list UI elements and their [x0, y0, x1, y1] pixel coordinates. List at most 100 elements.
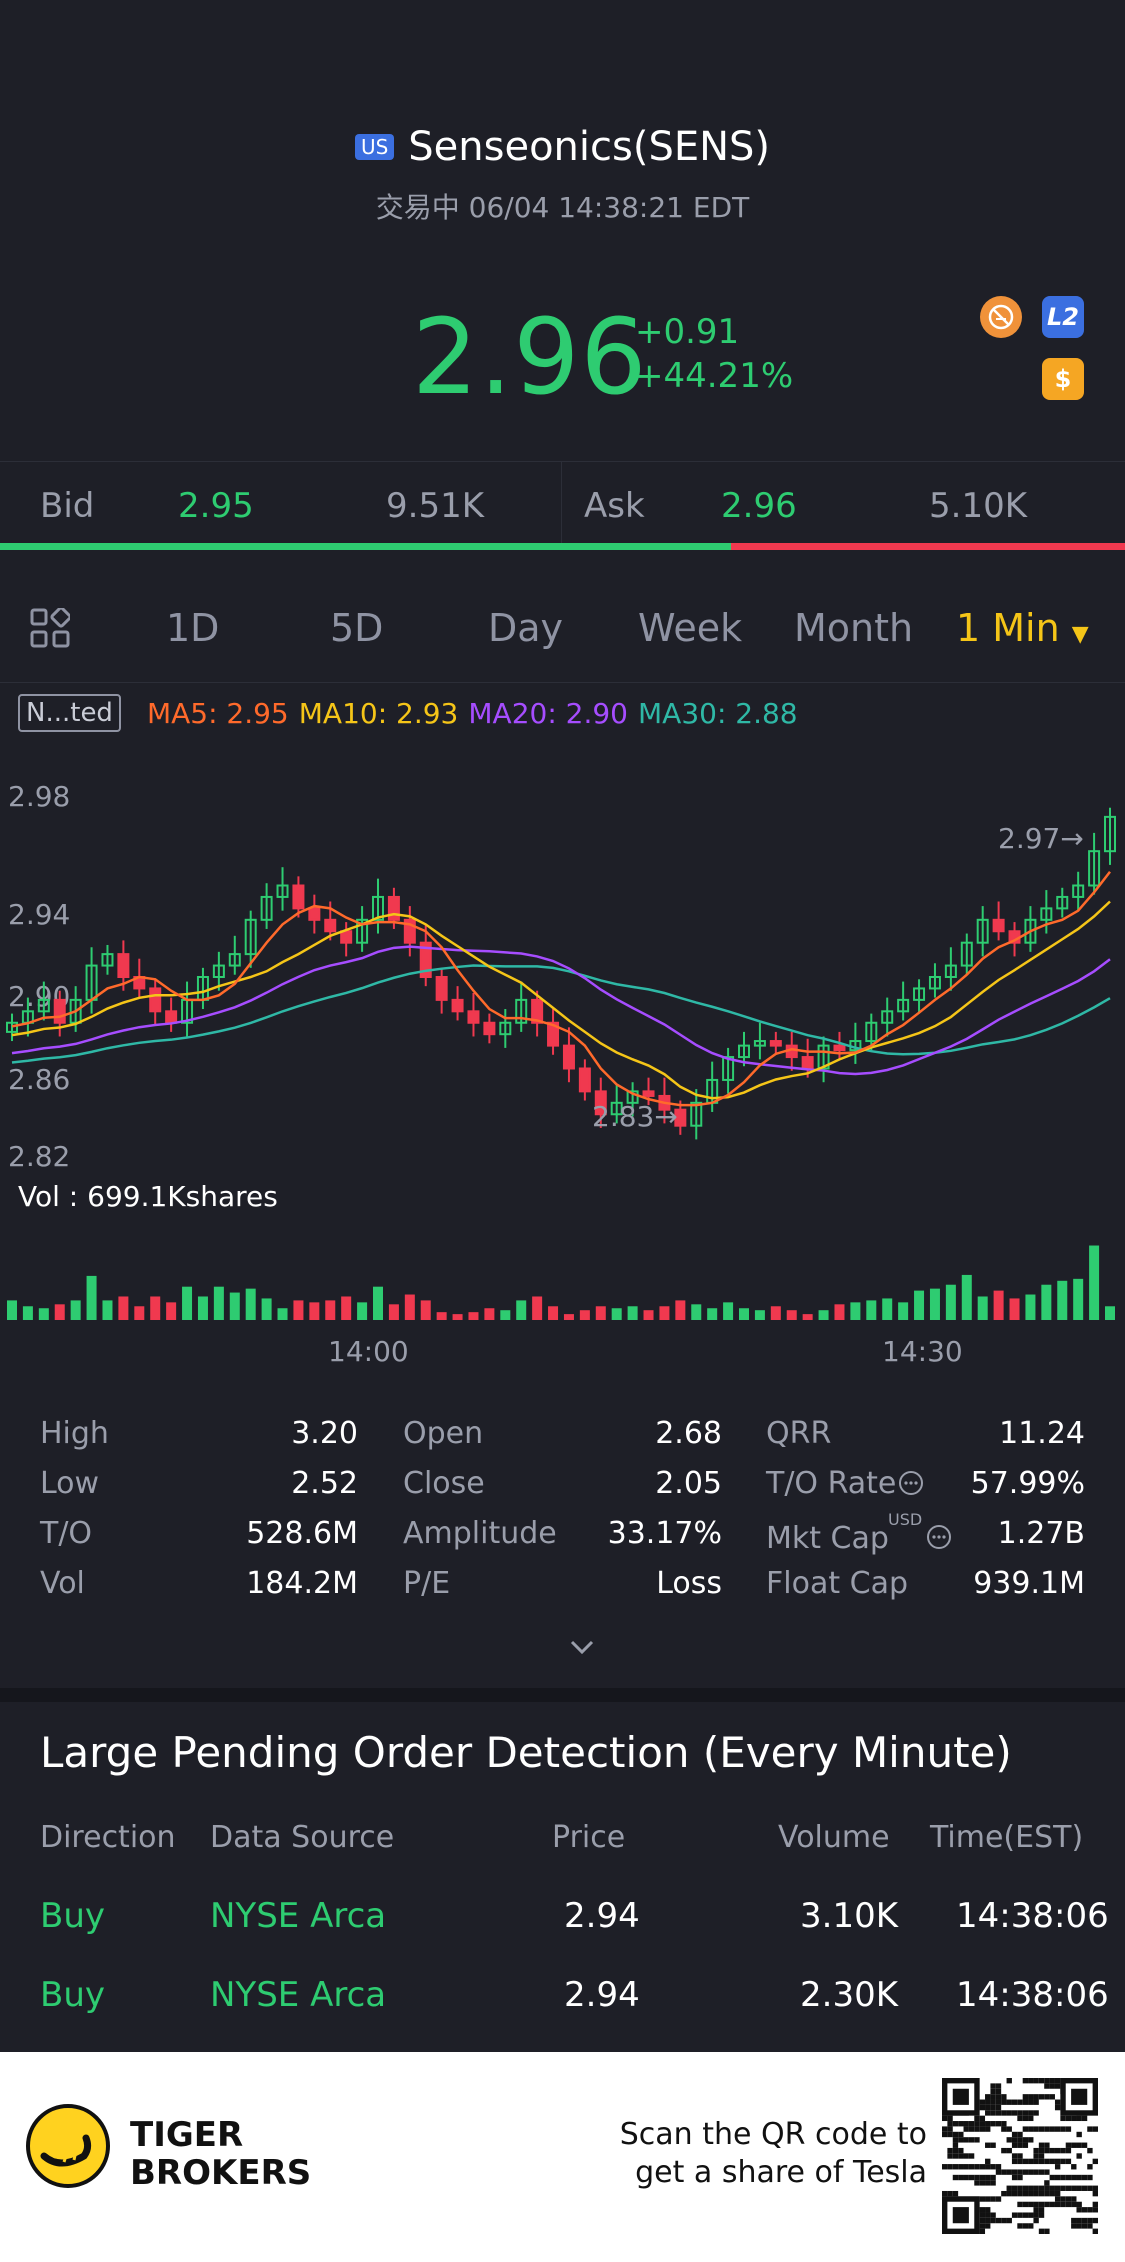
info-icon[interactable] — [898, 1470, 924, 1500]
order-direction: Buy — [40, 1896, 105, 1936]
qr-module — [1017, 2190, 1023, 2197]
grid-layout-icon[interactable] — [30, 606, 72, 652]
title-row: US Senseonics(SENS) — [0, 124, 1125, 170]
qr-finder — [1071, 2088, 1088, 2105]
qr-module — [1017, 2185, 1023, 2191]
qr-module — [990, 2088, 996, 2095]
adjustment-mode[interactable]: N...ted — [18, 694, 121, 732]
candle-body — [340, 930, 353, 944]
qr-module — [1033, 2201, 1039, 2208]
candle-body — [722, 1056, 735, 1081]
qr-module — [1033, 2217, 1039, 2224]
tab-5d[interactable]: 5D — [330, 606, 384, 650]
volume-bar — [468, 1312, 479, 1320]
ma-legend: N...ted MA5: 2.95 MA10: 2.93 MA20: 2.90 … — [18, 693, 798, 733]
dollar-icon[interactable]: $ — [1042, 358, 1084, 400]
volume-bar — [213, 1286, 224, 1320]
volume-bar — [1089, 1245, 1100, 1320]
qr-module — [1017, 2153, 1023, 2159]
qr-module — [1017, 2110, 1023, 2116]
qr-module — [1017, 2142, 1023, 2148]
qr-module — [1001, 2099, 1007, 2105]
qr-module — [1092, 2228, 1098, 2234]
qr-module — [1054, 2083, 1061, 2089]
qr-module — [1092, 2217, 1098, 2224]
qr-module — [990, 2217, 996, 2224]
volume-bar — [579, 1310, 590, 1320]
qr-module — [1001, 2110, 1007, 2116]
qr-module — [1076, 2185, 1082, 2191]
stat-label: P/E — [403, 1566, 451, 1601]
order-price: 2.94 — [564, 1975, 640, 2015]
stat-value: 2.52 — [291, 1466, 358, 1501]
qr-module — [990, 2196, 996, 2202]
section-title: Large Pending Order Detection (Every Min… — [40, 1728, 1012, 1777]
tab-week[interactable]: Week — [638, 606, 743, 650]
qr-module — [979, 2207, 986, 2213]
qr-module — [995, 2110, 1002, 2116]
expand-chevron-icon[interactable] — [566, 1636, 598, 1662]
tab-1d[interactable]: 1D — [166, 606, 220, 650]
candle-body — [1040, 907, 1053, 921]
stat-label: QRR — [766, 1416, 832, 1451]
volume-bar — [1073, 1278, 1084, 1320]
tab-1-min[interactable]: 1 Min ▼ — [956, 606, 1089, 650]
info-icon[interactable] — [926, 1524, 952, 1554]
volume-bar — [1009, 1298, 1020, 1320]
qr-module — [968, 2126, 975, 2132]
stock-name[interactable]: Senseonics(SENS) — [408, 124, 771, 170]
volume-bar — [914, 1290, 925, 1320]
qr-module — [979, 2099, 986, 2105]
candle-body — [913, 987, 926, 1001]
qr-module — [979, 2196, 986, 2202]
candle-body — [801, 1056, 814, 1070]
qr-module — [1006, 2110, 1012, 2116]
qr-module — [990, 2212, 996, 2218]
low-marker: 2.83→ — [592, 1100, 678, 1133]
currency-tag: USD — [888, 1510, 923, 1529]
qr-module — [1038, 2190, 1045, 2197]
qr-module — [979, 2223, 986, 2229]
qr-module — [990, 2094, 996, 2100]
tab-day[interactable]: Day — [488, 606, 564, 650]
qr-module — [979, 2104, 986, 2111]
candle-body — [960, 941, 973, 967]
qr-module — [1044, 2078, 1050, 2084]
stat-value: 11.24 — [999, 1416, 1085, 1451]
no-margin-icon[interactable] — [980, 296, 1022, 338]
qr-code[interactable] — [942, 2078, 1098, 2234]
qr-module — [1011, 2142, 1018, 2148]
qr-module — [952, 2147, 959, 2154]
qr-module — [985, 2174, 991, 2181]
qr-module — [1038, 2185, 1045, 2191]
qr-module — [1071, 2185, 1077, 2191]
brand-line-2: BROKERS — [130, 2153, 312, 2193]
volume-bar — [882, 1298, 893, 1320]
stat-label: Close — [403, 1466, 485, 1501]
qr-finder — [952, 2088, 969, 2105]
qr-module — [1038, 2147, 1045, 2154]
qr-module — [1033, 2190, 1039, 2197]
volume-bar — [643, 1310, 654, 1320]
l2-icon[interactable]: L2 — [1042, 296, 1084, 338]
candle-body — [769, 1040, 782, 1047]
volume-bar — [277, 1308, 288, 1320]
qr-module — [974, 2164, 980, 2170]
qr-module — [1001, 2190, 1007, 2197]
candlestick-chart[interactable] — [0, 760, 1125, 1320]
candle-body — [324, 918, 337, 933]
volume-bar — [563, 1314, 574, 1320]
qr-module — [958, 2147, 964, 2154]
candle-body — [578, 1067, 591, 1093]
qr-module — [979, 2180, 986, 2186]
qr-module — [985, 2104, 991, 2111]
tab-month[interactable]: Month — [794, 606, 914, 650]
period-tab-bar: 1D 5D Day Week Month 1 Min ▼ — [0, 568, 1125, 683]
bid-ratio-bar — [0, 543, 732, 550]
ma30-line — [11, 964, 1111, 1064]
qr-module — [1022, 2137, 1029, 2143]
qr-module — [990, 2180, 996, 2186]
qr-module — [963, 2137, 969, 2143]
qr-module — [985, 2223, 991, 2229]
qr-module — [1028, 2115, 1034, 2122]
